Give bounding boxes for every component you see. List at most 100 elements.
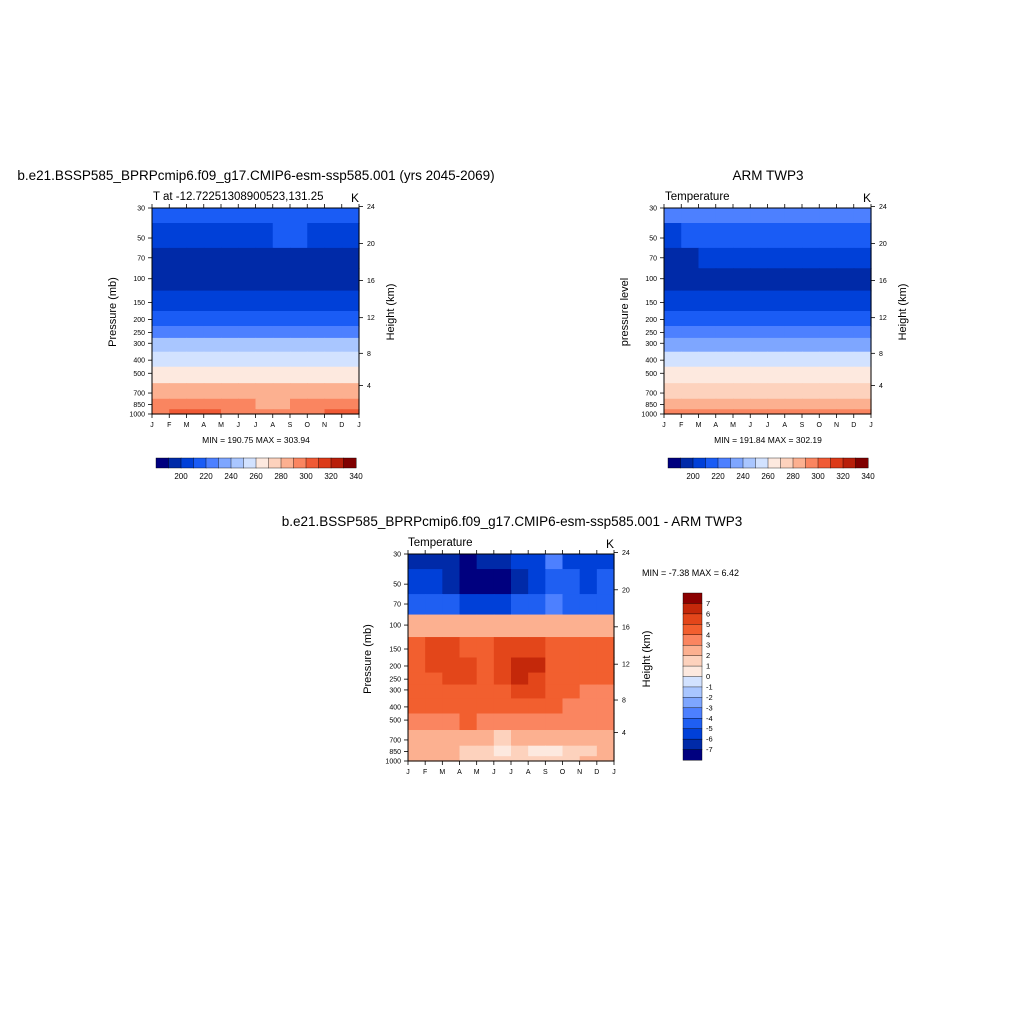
heatmap-cell xyxy=(238,366,257,384)
heatmap-cell xyxy=(152,351,170,368)
heatmap-cell xyxy=(221,208,239,224)
heatmap-cell xyxy=(290,337,308,353)
heatmap-cell xyxy=(750,366,769,384)
heatmap-cell xyxy=(221,247,239,269)
heatmap-cell xyxy=(511,569,529,595)
y-tick-label: 700 xyxy=(645,391,657,398)
y-tick-right-label: 20 xyxy=(367,241,375,248)
heatmap-cell xyxy=(459,594,478,616)
heatmap-cell xyxy=(784,337,803,353)
x-tick-label: A xyxy=(457,769,462,776)
heatmap-cell xyxy=(152,383,170,400)
heatmap-cell xyxy=(442,637,461,659)
heatmap-cell xyxy=(681,366,700,384)
x-tick-label: M xyxy=(730,422,736,429)
heatmap-cell xyxy=(819,223,838,249)
heatmap-cell xyxy=(767,383,786,400)
heatmap-cell xyxy=(203,366,222,384)
panel-obs-axes: J F M A M J J A S O N D J 30 50 70 100 150 200 250 300 400 500… xyxy=(641,204,887,429)
heatmap-cell xyxy=(511,554,529,570)
heatmap-cell xyxy=(493,713,512,731)
heatmap-cell xyxy=(476,745,495,757)
colorbar-swatch xyxy=(343,457,357,469)
heatmap-cell xyxy=(476,554,495,570)
heatmap-cell xyxy=(750,208,769,224)
heatmap-cell xyxy=(836,337,855,353)
x-tick-label: S xyxy=(288,422,293,429)
heatmap-cell xyxy=(733,326,751,339)
heatmap-cell xyxy=(733,398,751,410)
heatmap-cell xyxy=(459,657,478,674)
x-tick-label: M xyxy=(439,769,445,776)
heatmap-cell xyxy=(545,745,564,757)
x-tick-label: O xyxy=(560,769,566,776)
heatmap-cell xyxy=(341,208,360,224)
colorbar-swatch xyxy=(682,728,703,740)
heatmap-cell xyxy=(169,268,188,292)
colorbar-swatch xyxy=(682,686,703,698)
heatmap-cell xyxy=(476,730,495,747)
y-tick-right-label: 24 xyxy=(367,204,375,211)
panel-diff-plot xyxy=(408,554,615,762)
heatmap-cell xyxy=(459,554,478,570)
heatmap-cell xyxy=(307,337,326,353)
colorbar-swatch xyxy=(682,738,703,751)
heatmap-cell xyxy=(664,366,682,384)
heatmap-cell xyxy=(341,268,360,292)
heatmap-cell xyxy=(255,247,274,269)
panel-obs-ylabel-right: Height (km) xyxy=(897,284,909,341)
y-tick-label: 250 xyxy=(133,330,145,337)
panel-diff-title: b.e21.BSSP585_BPRPcmip6.f09_g17.CMIP6-es… xyxy=(282,514,742,529)
x-tick-label: M xyxy=(696,422,702,429)
heatmap-cell xyxy=(664,247,682,269)
heatmap-cell xyxy=(221,337,239,353)
y-tick-label: 100 xyxy=(133,276,145,283)
heatmap-cell xyxy=(596,684,615,700)
panel-obs-stats: MIN = 191.84 MAX = 302.19 xyxy=(714,435,822,445)
heatmap-cell xyxy=(681,409,700,415)
heatmap-cell xyxy=(425,614,443,638)
heatmap-cell xyxy=(784,223,803,249)
heatmap-cell xyxy=(307,208,326,224)
heatmap-cell xyxy=(528,672,546,686)
colorbar-label: 0 xyxy=(706,672,710,681)
y-tick-label: 200 xyxy=(133,317,145,324)
heatmap-cell xyxy=(681,398,700,410)
heatmap-cell xyxy=(186,223,205,249)
heatmap-cell xyxy=(425,745,443,757)
heatmap-cell xyxy=(203,383,222,400)
heatmap-cell xyxy=(596,569,615,595)
heatmap-cell xyxy=(750,383,769,400)
heatmap-cell xyxy=(579,730,598,747)
y-tick-label: 150 xyxy=(645,300,657,307)
heatmap-cell xyxy=(733,208,751,224)
heatmap-cell xyxy=(698,398,717,410)
heatmap-cell xyxy=(203,398,222,410)
heatmap-cell xyxy=(545,684,564,700)
colorbar-swatch xyxy=(682,644,703,657)
colorbar-swatch xyxy=(682,676,703,688)
colorbar-swatch xyxy=(692,457,707,469)
heatmap-cell xyxy=(579,745,598,757)
y-tick-label: 250 xyxy=(389,677,401,684)
colorbar-swatch xyxy=(255,457,270,469)
y-tick-label: 400 xyxy=(389,704,401,711)
heatmap-cell xyxy=(408,698,426,715)
heatmap-cell xyxy=(784,311,803,327)
heatmap-cell xyxy=(442,713,461,731)
y-tick-label: 200 xyxy=(389,663,401,670)
heatmap-cell xyxy=(238,351,257,368)
heatmap-cell xyxy=(408,756,426,762)
heatmap-cell xyxy=(290,383,308,400)
heatmap-cell xyxy=(186,398,205,410)
heatmap-cell xyxy=(307,383,326,400)
y-tick-right-label: 16 xyxy=(367,278,375,285)
colorbar-swatch xyxy=(682,655,703,667)
heatmap-cell xyxy=(511,614,529,638)
heatmap-cell xyxy=(203,290,222,312)
heatmap-cell xyxy=(493,745,512,757)
heatmap-cell xyxy=(442,698,461,715)
heatmap-cell xyxy=(819,247,838,269)
heatmap-cell xyxy=(152,290,170,312)
heatmap-cell xyxy=(664,326,682,339)
